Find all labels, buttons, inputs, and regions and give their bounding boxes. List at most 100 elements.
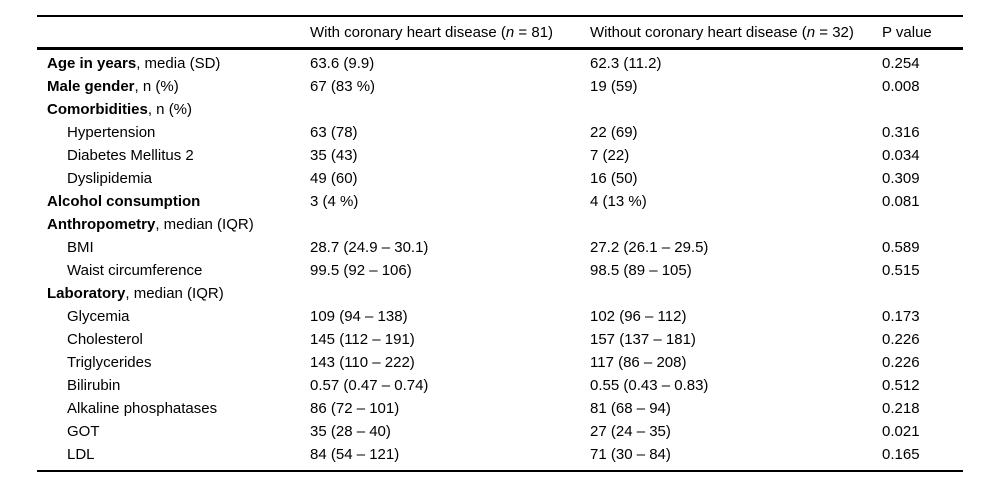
row-cholesterol: Cholesterol 145 (112 – 191) 157 (137 – 1… (37, 328, 963, 351)
row-label-text: Waist circumference (67, 262, 203, 279)
row-label-bold: Anthropometry (47, 216, 156, 233)
cell-with-chd (310, 213, 590, 236)
row-alcohol: Alcohol consumption 3 (4 %) 4 (13 %) 0.0… (37, 190, 963, 213)
row-bilirubin: Bilirubin 0.57 (0.47 – 0.74) 0.55 (0.43 … (37, 374, 963, 397)
cell-with-chd: 63 (78) (310, 124, 358, 141)
cell-p-value: 0.165 (882, 446, 920, 463)
cell-without-chd: 102 (96 – 112) (590, 308, 687, 325)
row-label: Triglycerides (37, 351, 310, 374)
row-anthropometry: Anthropometry, median (IQR) (37, 213, 963, 236)
cell-with-chd (310, 282, 590, 305)
cell-p-value: 0.589 (882, 239, 920, 256)
header-row: With coronary heart disease (n = 81) Wit… (37, 16, 963, 50)
row-label-bold: Laboratory (47, 285, 126, 302)
row-label-text: Triglycerides (67, 354, 152, 371)
row-dyslipidemia: Dyslipidemia 49 (60) 16 (50) 0.309 (37, 167, 963, 190)
row-label-text: GOT (67, 423, 100, 440)
row-label: Laboratory, median (IQR) (37, 282, 310, 305)
row-triglycerides: Triglycerides 143 (110 – 222) 117 (86 – … (37, 351, 963, 374)
row-ldl: LDL 84 (54 – 121) 71 (30 – 84) 0.165 (37, 443, 963, 471)
row-glycemia: Glycemia 109 (94 – 138) 102 (96 – 112) 0… (37, 305, 963, 328)
cell-without-chd: 157 (137 – 181) (590, 331, 696, 348)
cell-with-chd: 35 (43) (310, 147, 358, 164)
col-header-with-chd: With coronary heart disease (n = 81) (310, 16, 590, 50)
cell-p-value: 0.034 (882, 147, 920, 164)
cell-without-chd: 117 (86 – 208) (590, 354, 687, 371)
cell-p-value: 0.254 (882, 55, 920, 72)
row-label-text: Hypertension (67, 124, 156, 141)
row-label: Alcohol consumption (37, 190, 310, 213)
cell-without-chd: 19 (59) (590, 78, 638, 95)
cell-with-chd: 0.57 (0.47 – 0.74) (310, 377, 429, 394)
row-label: Hypertension (37, 121, 310, 144)
cell-without-chd: 27 (24 – 35) (590, 423, 671, 440)
row-waist: Waist circumference 99.5 (92 – 106) 98.5… (37, 259, 963, 282)
row-label: Comorbidities, n (%) (37, 98, 310, 121)
cell-without-chd: 0.55 (0.43 – 0.83) (590, 377, 709, 394)
cell-p-value: 0.515 (882, 262, 920, 279)
cell-p-value: 0.081 (882, 193, 920, 210)
row-bmi: BMI 28.7 (24.9 – 30.1) 27.2 (26.1 – 29.5… (37, 236, 963, 259)
cell-p-value: 0.226 (882, 331, 920, 348)
row-label-text: , n (%) (134, 78, 179, 95)
p-value-header-label: P value (882, 23, 932, 41)
cell-with-chd: 86 (72 – 101) (310, 400, 400, 417)
cell-without-chd (590, 213, 882, 236)
patient-characteristics-table: With coronary heart disease (n = 81) Wit… (37, 15, 963, 472)
cell-with-chd: 145 (112 – 191) (310, 331, 415, 348)
row-label-text: Dyslipidemia (67, 170, 153, 187)
with-chd-header-text: With coronary heart disease ( (310, 23, 506, 41)
row-label: Male gender, n (%) (37, 75, 310, 98)
cell-with-chd: 84 (54 – 121) (310, 446, 400, 463)
row-alkaline-phosphatases: Alkaline phosphatases 86 (72 – 101) 81 (… (37, 397, 963, 420)
row-label-bold: Comorbidities (47, 101, 148, 118)
with-chd-header-count: = 81) (514, 23, 554, 41)
cell-with-chd: 143 (110 – 222) (310, 354, 415, 371)
cell-with-chd: 99.5 (92 – 106) (310, 262, 412, 279)
row-label-bold: Age in years (47, 55, 137, 72)
cell-p-value (882, 98, 963, 121)
row-label-text: Diabetes Mellitus 2 (67, 147, 194, 164)
patient-characteristics-table-container: With coronary heart disease (n = 81) Wit… (37, 15, 963, 472)
row-label: Glycemia (37, 305, 310, 328)
row-label: Bilirubin (37, 374, 310, 397)
italic-n-symbol: n (806, 23, 816, 41)
row-hypertension: Hypertension 63 (78) 22 (69) 0.316 (37, 121, 963, 144)
cell-without-chd: 27.2 (26.1 – 29.5) (590, 239, 709, 256)
cell-with-chd: 35 (28 – 40) (310, 423, 391, 440)
col-header-p-value: P value (882, 16, 963, 50)
cell-without-chd (590, 282, 882, 305)
cell-without-chd (590, 98, 882, 121)
row-label: Age in years, media (SD) (37, 49, 310, 76)
row-comorbidities: Comorbidities, n (%) (37, 98, 963, 121)
row-diabetes: Diabetes Mellitus 2 35 (43) 7 (22) 0.034 (37, 144, 963, 167)
cell-p-value: 0.008 (882, 78, 920, 95)
cell-without-chd: 22 (69) (590, 124, 638, 141)
cell-p-value: 0.309 (882, 170, 920, 187)
row-label-text: , n (%) (147, 101, 193, 118)
row-got: GOT 35 (28 – 40) 27 (24 – 35) 0.021 (37, 420, 963, 443)
cell-p-value: 0.021 (882, 423, 920, 440)
without-chd-header-count: = 32) (815, 23, 854, 41)
cell-p-value (882, 213, 963, 236)
cell-with-chd: 67 (83 %) (310, 78, 376, 95)
cell-without-chd: 62.3 (11.2) (590, 55, 662, 72)
table-header: With coronary heart disease (n = 81) Wit… (37, 16, 963, 50)
row-label-bold: Male gender (47, 78, 135, 95)
cell-without-chd: 81 (68 – 94) (590, 400, 671, 417)
row-label-text: Alkaline phosphatases (67, 400, 218, 417)
row-label: GOT (37, 420, 310, 443)
cell-with-chd: 28.7 (24.9 – 30.1) (310, 239, 429, 256)
row-label-text: , median (IQR) (125, 285, 224, 302)
cell-p-value: 0.512 (882, 377, 920, 394)
row-label: Cholesterol (37, 328, 310, 351)
row-label: Anthropometry, median (IQR) (37, 213, 310, 236)
cell-p-value: 0.226 (882, 354, 920, 371)
row-label: BMI (37, 236, 310, 259)
row-label: Alkaline phosphatases (37, 397, 310, 420)
row-label-text: , median (IQR) (155, 216, 254, 233)
row-label-text: Glycemia (67, 308, 130, 325)
row-age: Age in years, media (SD) 63.6 (9.9) 62.3… (37, 49, 963, 76)
col-header-without-chd: Without coronary heart disease (n = 32) (590, 16, 882, 50)
cell-without-chd: 16 (50) (590, 170, 638, 187)
